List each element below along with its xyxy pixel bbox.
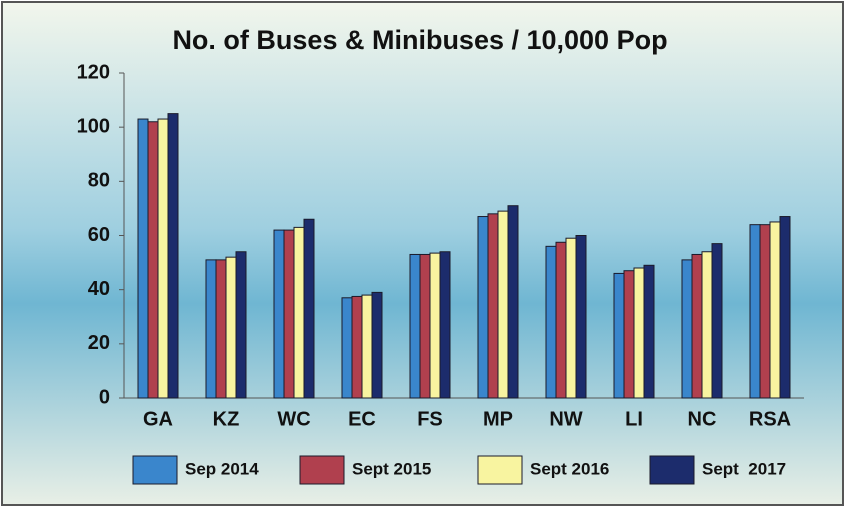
legend-label: Sept 2015 xyxy=(352,459,431,478)
bar xyxy=(283,229,295,399)
bar xyxy=(555,241,567,399)
x-tick-label: KZ xyxy=(213,408,240,430)
bar xyxy=(633,267,645,399)
bar xyxy=(225,256,237,399)
bar xyxy=(429,252,441,399)
y-tick-label: 0 xyxy=(99,386,110,408)
bar xyxy=(167,113,179,399)
x-tick-label: NW xyxy=(549,408,582,430)
bar xyxy=(477,216,489,399)
bar xyxy=(273,229,285,399)
bar xyxy=(147,121,159,399)
bar xyxy=(235,251,247,399)
legend-label: Sep 2014 xyxy=(185,459,259,478)
bar xyxy=(613,272,625,399)
bar xyxy=(769,221,781,399)
bar xyxy=(293,226,305,399)
x-tick-label: GA xyxy=(143,408,173,430)
bar xyxy=(623,270,635,399)
bar xyxy=(545,245,557,399)
bar xyxy=(215,259,227,399)
bar xyxy=(303,218,315,399)
bar xyxy=(701,251,713,399)
bar xyxy=(419,253,431,399)
bar xyxy=(507,205,519,399)
bar xyxy=(565,237,577,399)
legend-label: Sept 2016 xyxy=(530,459,609,478)
legend-swatch xyxy=(477,455,523,485)
bar xyxy=(575,235,587,399)
bar xyxy=(711,243,723,399)
x-tick-label: RSA xyxy=(749,408,791,430)
bar xyxy=(205,259,217,399)
bar xyxy=(497,210,509,399)
y-tick-label: 80 xyxy=(88,170,110,192)
legend-swatch xyxy=(649,455,695,485)
x-tick-label: EC xyxy=(348,408,376,430)
y-tick-label: 20 xyxy=(88,332,110,354)
bar xyxy=(681,259,693,399)
bar xyxy=(643,264,655,399)
bar xyxy=(341,297,353,399)
y-tick-label: 60 xyxy=(88,224,110,246)
bar xyxy=(779,216,791,399)
x-tick-label: FS xyxy=(417,408,443,430)
legend-swatch xyxy=(132,455,178,485)
bar xyxy=(691,253,703,399)
bar xyxy=(487,213,499,399)
bar xyxy=(371,291,383,399)
bar xyxy=(439,251,451,399)
x-tick-label: NC xyxy=(688,408,717,430)
x-tick-label: WC xyxy=(277,408,310,430)
y-tick-label: 100 xyxy=(77,115,110,137)
y-tick-label: 120 xyxy=(77,61,110,83)
legend-label: Sept 2017 xyxy=(702,459,786,478)
chart-title: No. of Buses & Minibuses / 10,000 Pop xyxy=(172,25,667,55)
x-tick-label: MP xyxy=(483,408,513,430)
legend-swatch xyxy=(299,455,345,485)
bar xyxy=(361,294,373,399)
y-tick-label: 40 xyxy=(88,278,110,300)
bar xyxy=(759,224,771,399)
bar xyxy=(409,253,421,399)
bar xyxy=(749,224,761,399)
bar xyxy=(137,118,149,399)
bar xyxy=(351,295,363,399)
bar xyxy=(157,118,169,399)
x-tick-label: LI xyxy=(625,408,643,430)
